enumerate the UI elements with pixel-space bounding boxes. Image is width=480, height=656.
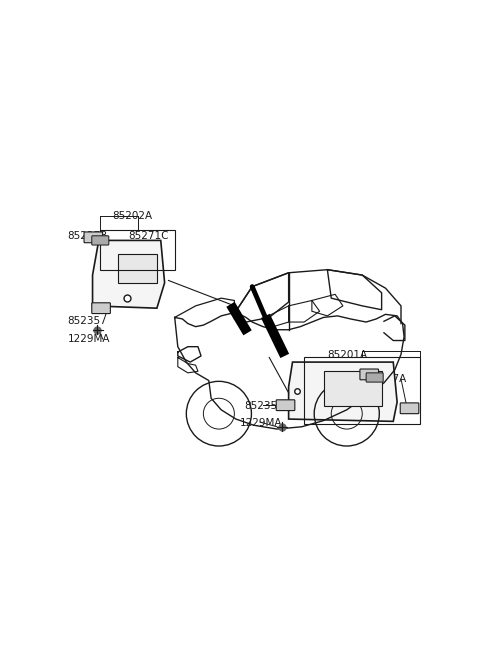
Bar: [324, 371, 382, 406]
FancyBboxPatch shape: [276, 400, 295, 411]
Polygon shape: [93, 240, 165, 308]
FancyBboxPatch shape: [92, 303, 110, 314]
Text: 85271C: 85271C: [308, 367, 348, 377]
Text: 1229MA: 1229MA: [240, 417, 282, 428]
Bar: [100, 230, 175, 270]
FancyBboxPatch shape: [360, 369, 379, 380]
Text: 85271C: 85271C: [128, 231, 168, 241]
Text: 85201A: 85201A: [327, 350, 368, 359]
Text: 85235: 85235: [244, 401, 277, 411]
FancyBboxPatch shape: [92, 236, 109, 245]
Text: 85202A: 85202A: [113, 211, 153, 221]
Text: 85237A: 85237A: [366, 375, 407, 384]
FancyBboxPatch shape: [84, 232, 103, 243]
Text: 85237B: 85237B: [68, 231, 108, 241]
Text: 85235: 85235: [68, 316, 101, 326]
FancyBboxPatch shape: [400, 403, 419, 414]
Bar: [118, 255, 157, 283]
FancyBboxPatch shape: [366, 373, 383, 382]
Text: 1229MA: 1229MA: [68, 335, 110, 344]
Bar: [304, 358, 420, 424]
Polygon shape: [288, 362, 397, 421]
